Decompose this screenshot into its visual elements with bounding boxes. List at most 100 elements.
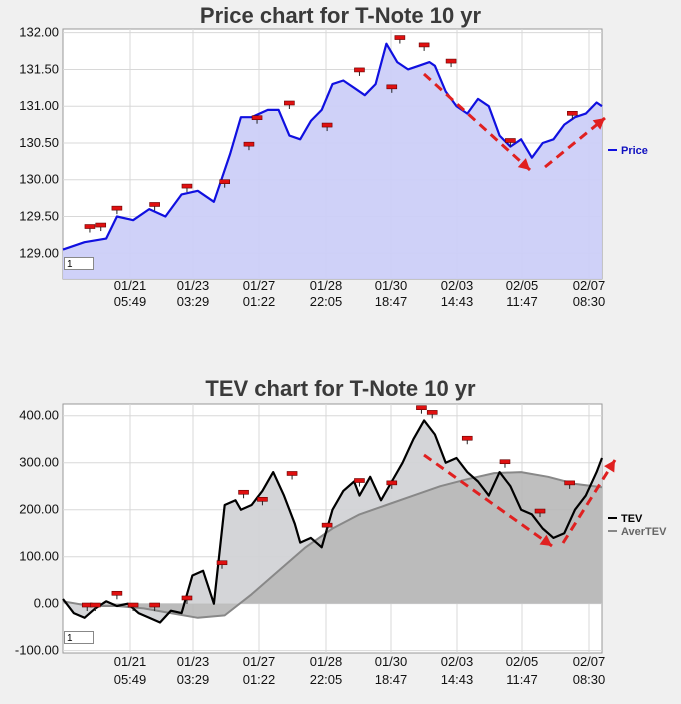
x-tick-date: 02/05 [506,654,539,669]
x-tick-date: 01/27 [243,654,276,669]
x-tick-time: 05:49 [114,294,147,309]
x-tick-time: 03:29 [177,294,210,309]
y-tick-label: 131.50 [19,61,59,76]
x-tick-date: 02/03 [441,654,474,669]
signal-marker [95,222,107,228]
y-tick-label: 129.50 [19,209,59,224]
tev-chart-title: TEV chart for T-Note 10 yr [205,376,476,401]
y-tick-label: 130.00 [19,172,59,187]
trend-arrow-head [592,118,605,130]
signal-marker [386,84,398,90]
trend-arrow-line [561,459,617,544]
x-tick-date: 02/03 [441,278,474,293]
signal-marker [354,478,365,483]
x-tick-time: 11:47 [506,294,538,309]
signal-marker [84,224,96,229]
trend-arrow-head [604,460,615,473]
x-tick-date: 01/23 [177,278,210,293]
tev-zoom-input[interactable]: 1 [64,631,94,644]
y-tick-label: 131.00 [19,98,59,113]
legend-label: TEV [621,513,643,525]
signal-marker [445,58,457,64]
trend-arrow-head [539,534,552,546]
x-tick-time: 08:30 [573,294,606,309]
signal-marker [354,67,365,73]
x-tick-date: 02/07 [573,654,606,669]
signal-marker [499,459,511,465]
x-tick-time: 11:47 [506,672,538,687]
y-tick-label: 129.00 [19,245,59,260]
signal-marker [219,179,230,184]
signal-marker [567,110,578,116]
signal-marker [127,602,139,608]
signal-marker [286,471,298,476]
y-tick-label: 130.50 [19,135,59,150]
y-tick-label: 132.00 [19,25,59,40]
series-line-price [62,42,603,251]
signal-marker [321,122,333,128]
signal-marker [90,602,101,608]
y-tick-label: -100.00 [15,643,59,658]
x-tick-date: 01/28 [310,654,343,669]
x-tick-time: 08:30 [573,672,606,687]
signal-marker [149,602,160,608]
x-tick-date: 01/21 [114,654,147,669]
trend-arrow-line [544,116,606,169]
x-tick-date: 01/28 [310,278,343,293]
series-area-avertev [63,472,602,618]
price-chart-title: Price chart for T-Note 10 yr [199,3,482,28]
signal-marker [386,480,398,486]
x-tick-date: 01/21 [114,278,147,293]
signal-marker [534,508,546,514]
y-tick-label: 200.00 [19,502,59,517]
trend-arrow-line [422,72,532,172]
signal-marker [284,100,295,106]
x-tick-time: 01:22 [243,672,276,687]
x-tick-time: 05:49 [114,672,147,687]
trend-arrow-line [423,453,553,548]
series-line-avertev [62,471,603,619]
price-zoom-input[interactable]: 1 [64,257,94,270]
signal-marker [251,115,263,121]
x-tick-time: 03:29 [177,672,210,687]
x-tick-date: 01/23 [177,654,210,669]
tev-chart: 400.00 300.00 200.00 100.00 0.00 -100.00 01/21… [15,403,667,687]
x-tick-time: 18:47 [375,294,408,309]
signal-marker [418,42,430,48]
signal-marker [111,590,123,596]
x-tick-time: 14:43 [441,294,474,309]
signal-marker [257,497,268,502]
signal-marker [416,405,427,410]
y-tick-label: 300.00 [19,455,59,470]
x-tick-date: 01/27 [243,278,276,293]
x-tick-date: 02/05 [506,278,539,293]
x-tick-date: 01/30 [375,654,408,669]
legend-label: Price [621,145,648,157]
x-tick-date: 02/07 [573,278,606,293]
signal-marker [564,480,575,486]
x-tick-time: 22:05 [310,294,343,309]
x-tick-time: 22:05 [310,672,343,687]
x-tick-time: 01:22 [243,294,276,309]
signal-marker [394,35,406,40]
signal-marker [216,560,228,566]
signal-marker [243,141,255,147]
signal-marker [505,138,516,143]
signal-marker [181,595,193,601]
x-tick-time: 18:47 [375,672,408,687]
signal-marker [461,435,473,441]
y-tick-label: 100.00 [19,549,59,564]
signal-marker [321,522,333,528]
signal-marker [181,183,193,189]
trend-arrow-head [517,158,530,170]
x-tick-date: 01/30 [375,278,408,293]
series-area-price [63,43,602,280]
price-chart: 132.00 131.50 131.00 130.50 130.00 129.50 129.… [19,25,648,309]
signal-marker [149,202,160,207]
signal-marker [238,489,249,495]
series-line-tev [62,419,604,624]
y-tick-label: 400.00 [19,408,59,423]
signal-marker [426,410,438,415]
y-tick-label: 0.00 [34,596,59,611]
